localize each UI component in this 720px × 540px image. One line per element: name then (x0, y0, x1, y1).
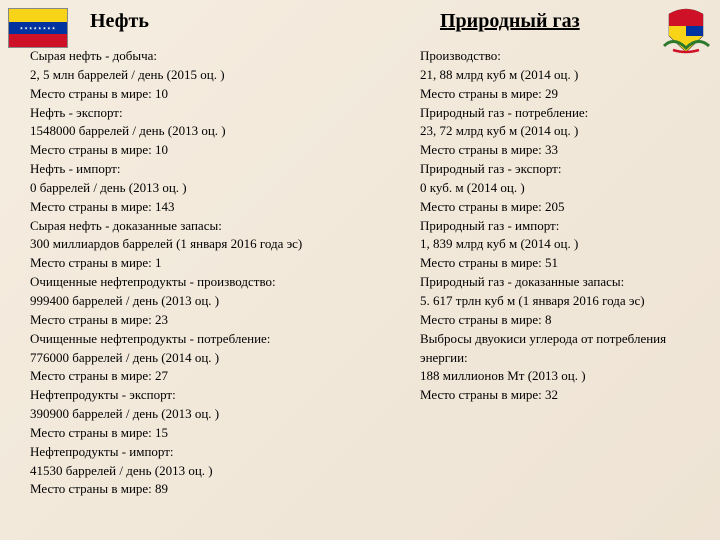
text-line: Место страны в мире: 32 (420, 386, 700, 405)
text-line: 776000 баррелей / день (2014 оц. ) (30, 349, 400, 368)
text-line: 300 миллиардов баррелей (1 января 2016 г… (30, 235, 400, 254)
text-line: Место страны в мире: 1 (30, 254, 400, 273)
text-line: Место страны в мире: 15 (30, 424, 400, 443)
text-line: Место страны в мире: 23 (30, 311, 400, 330)
text-line: Природный газ - доказанные запасы: (420, 273, 700, 292)
text-line: Место страны в мире: 143 (30, 198, 400, 217)
text-line: 0 баррелей / день (2013 оц. ) (30, 179, 400, 198)
text-line: Выбросы двуокиси углерода от потребления… (420, 330, 700, 368)
text-line: 1, 839 млрд куб м (2014 оц. ) (420, 235, 700, 254)
text-line: Природный газ - импорт: (420, 217, 700, 236)
oil-heading: Нефть (90, 10, 400, 33)
text-line: 1548000 баррелей / день (2013 оц. ) (30, 122, 400, 141)
text-line: Место страны в мире: 33 (420, 141, 700, 160)
text-line: Нефтепродукты - импорт: (30, 443, 400, 462)
text-line: Место страны в мире: 27 (30, 367, 400, 386)
text-line: Нефть - импорт: (30, 160, 400, 179)
text-line: Место страны в мире: 89 (30, 480, 400, 499)
text-line: Природный газ - потребление: (420, 104, 700, 123)
text-line: 0 куб. м (2014 оц. ) (420, 179, 700, 198)
text-line: 390900 баррелей / день (2013 оц. ) (30, 405, 400, 424)
text-line: Нефть - экспорт: (30, 104, 400, 123)
text-line: Сырая нефть - доказанные запасы: (30, 217, 400, 236)
text-line: Место страны в мире: 10 (30, 141, 400, 160)
text-line: 41530 баррелей / день (2013 оц. ) (30, 462, 400, 481)
text-line: Место страны в мире: 205 (420, 198, 700, 217)
text-line: Место страны в мире: 29 (420, 85, 700, 104)
text-line: 2, 5 млн баррелей / день (2015 оц. ) (30, 66, 400, 85)
oil-lines: Сырая нефть - добыча:2, 5 млн баррелей /… (30, 47, 400, 499)
venezuela-flag (8, 8, 68, 48)
gas-column: Природный газ Производство:21, 88 млрд к… (420, 10, 700, 499)
text-line: Место страны в мире: 10 (30, 85, 400, 104)
text-line: Очищенные нефтепродукты - производство: (30, 273, 400, 292)
text-line: 999400 баррелей / день (2013 оц. ) (30, 292, 400, 311)
gas-lines: Производство:21, 88 млрд куб м (2014 оц.… (420, 47, 700, 405)
oil-column: Нефть Сырая нефть - добыча:2, 5 млн барр… (30, 10, 400, 499)
text-line: Нефтепродукты - экспорт: (30, 386, 400, 405)
text-line: Производство: (420, 47, 700, 66)
text-line: Очищенные нефтепродукты - потребление: (30, 330, 400, 349)
text-line: Природный газ - экспорт: (420, 160, 700, 179)
text-line: 188 миллионов Мт (2013 оц. ) (420, 367, 700, 386)
text-line: Место страны в мире: 8 (420, 311, 700, 330)
text-line: Сырая нефть - добыча: (30, 47, 400, 66)
text-line: 21, 88 млрд куб м (2014 оц. ) (420, 66, 700, 85)
text-line: 5. 617 трлн куб м (1 января 2016 года эс… (420, 292, 700, 311)
text-line: 23, 72 млрд куб м (2014 оц. ) (420, 122, 700, 141)
text-line: Место страны в мире: 51 (420, 254, 700, 273)
coat-of-arms-icon (659, 6, 714, 54)
content-columns: Нефть Сырая нефть - добыча:2, 5 млн барр… (0, 0, 720, 509)
